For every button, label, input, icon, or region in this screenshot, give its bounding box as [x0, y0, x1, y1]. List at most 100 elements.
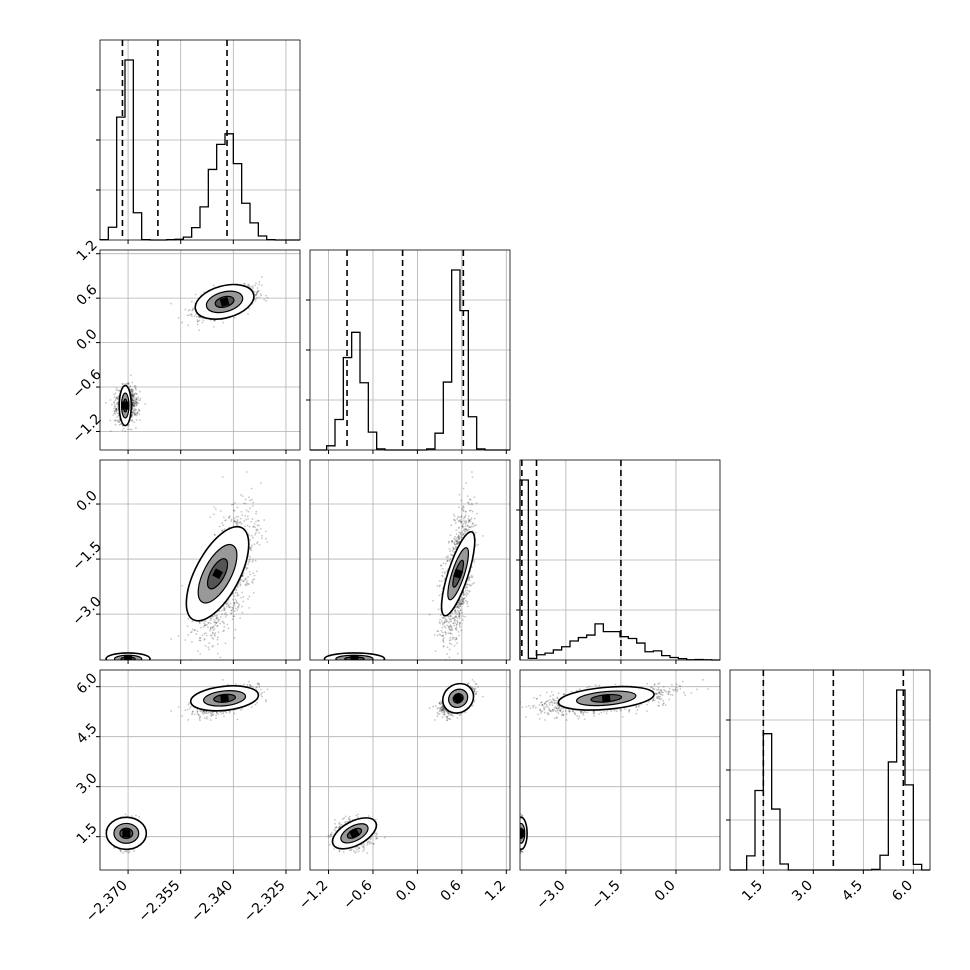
scatter-point: [257, 524, 259, 526]
scatter-point: [194, 629, 196, 631]
scatter-point: [210, 623, 212, 625]
scatter-point: [206, 624, 208, 626]
scatter-point: [236, 586, 238, 588]
scatter-point: [125, 383, 127, 385]
scatter-point: [210, 628, 212, 630]
scatter-point: [249, 500, 251, 502]
scatter-point: [352, 660, 354, 662]
scatter-point: [231, 607, 233, 609]
scatter-point: [233, 615, 235, 617]
scatter-point: [454, 645, 456, 647]
scatter-point: [247, 563, 249, 565]
scatter-point: [191, 301, 193, 303]
histogram-1: [310, 270, 510, 450]
scatter-point: [131, 414, 133, 416]
scatter-point: [214, 624, 216, 626]
density-peak: [121, 402, 129, 410]
scatter-point: [132, 402, 134, 404]
scatter-point: [265, 538, 267, 540]
scatter-point: [243, 572, 245, 574]
scatter-point: [246, 471, 248, 473]
scatter-point: [236, 609, 238, 611]
scatter-point: [239, 521, 241, 523]
scatter-point: [210, 618, 212, 620]
scatter-point: [249, 571, 251, 573]
scatter-point: [119, 661, 121, 663]
scatter-point: [132, 395, 134, 397]
scatter-point: [115, 392, 117, 394]
scatter-point: [251, 544, 253, 546]
histogram-0: [100, 60, 300, 240]
scatter-point: [237, 607, 239, 609]
scatter-point: [267, 541, 269, 543]
scatter-point: [258, 283, 260, 285]
scatter-point: [453, 625, 455, 627]
scatter-point: [223, 609, 225, 611]
scatter-point: [210, 619, 212, 621]
scatter-point: [199, 653, 201, 655]
scatter-point: [230, 520, 232, 522]
scatter-point: [129, 385, 131, 387]
scatter-point: [265, 530, 267, 532]
scatter-point: [124, 383, 126, 385]
scatter-point: [197, 320, 199, 322]
scatter-point: [450, 662, 452, 664]
scatter-point: [214, 620, 216, 622]
scatter-point: [244, 584, 246, 586]
scatter-point: [220, 616, 222, 618]
scatter-point: [240, 518, 242, 520]
scatter-point: [214, 628, 216, 630]
scatter-point: [254, 523, 256, 525]
scatter-point: [246, 580, 248, 582]
scatter-point: [256, 570, 258, 572]
scatter-point: [238, 603, 240, 605]
scatter-point: [234, 610, 236, 612]
scatter-point: [251, 535, 253, 537]
scatter-point: [233, 509, 235, 511]
scatter-point: [216, 617, 218, 619]
scatter-point: [187, 625, 189, 627]
scatter-point: [244, 525, 246, 527]
scatter-point: [263, 299, 265, 301]
scatter-point: [124, 661, 126, 663]
scatter-point: [259, 281, 261, 283]
scatter-point: [222, 322, 224, 324]
scatter-point: [265, 295, 267, 297]
scatter-point: [209, 516, 211, 518]
scatter-point: [214, 635, 216, 637]
scatter-point: [197, 630, 199, 632]
scatter-point: [265, 300, 267, 302]
scatter-point: [263, 519, 265, 521]
scatter-point: [472, 511, 474, 513]
scatter-point: [131, 661, 133, 663]
scatter-point: [237, 522, 239, 524]
scatter-point: [235, 521, 237, 523]
scatter-point: [341, 661, 343, 663]
panel-1-0: −1.2−0.60.00.61.2: [69, 237, 300, 454]
scatter-point: [191, 315, 193, 317]
scatter-point: [465, 526, 467, 528]
scatter-point: [111, 404, 113, 406]
scatter-point: [184, 309, 186, 311]
scatter-point: [199, 639, 201, 641]
scatter-point: [213, 626, 215, 628]
scatter-point: [238, 605, 240, 607]
scatter-point: [127, 428, 129, 430]
scatter-point: [247, 576, 249, 578]
scatter-point: [212, 619, 214, 621]
scatter-point: [215, 508, 217, 510]
scatter-point: [123, 660, 125, 662]
scatter-point: [355, 660, 357, 662]
scatter-point: [187, 310, 189, 312]
scatter-point: [221, 613, 223, 615]
scatter-point: [459, 617, 461, 619]
scatter-point: [132, 390, 134, 392]
scatter-point: [237, 516, 239, 518]
scatter-point: [178, 317, 180, 319]
scatter-point: [249, 526, 251, 528]
scatter-point: [136, 398, 138, 400]
scatter-point: [138, 399, 140, 401]
scatter-point: [256, 297, 258, 299]
scatter-point: [243, 520, 245, 522]
scatter-point: [128, 425, 130, 427]
